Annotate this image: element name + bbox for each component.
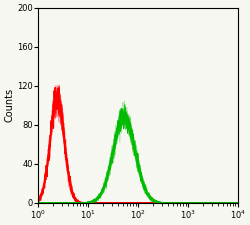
Y-axis label: Counts: Counts bbox=[4, 88, 14, 122]
